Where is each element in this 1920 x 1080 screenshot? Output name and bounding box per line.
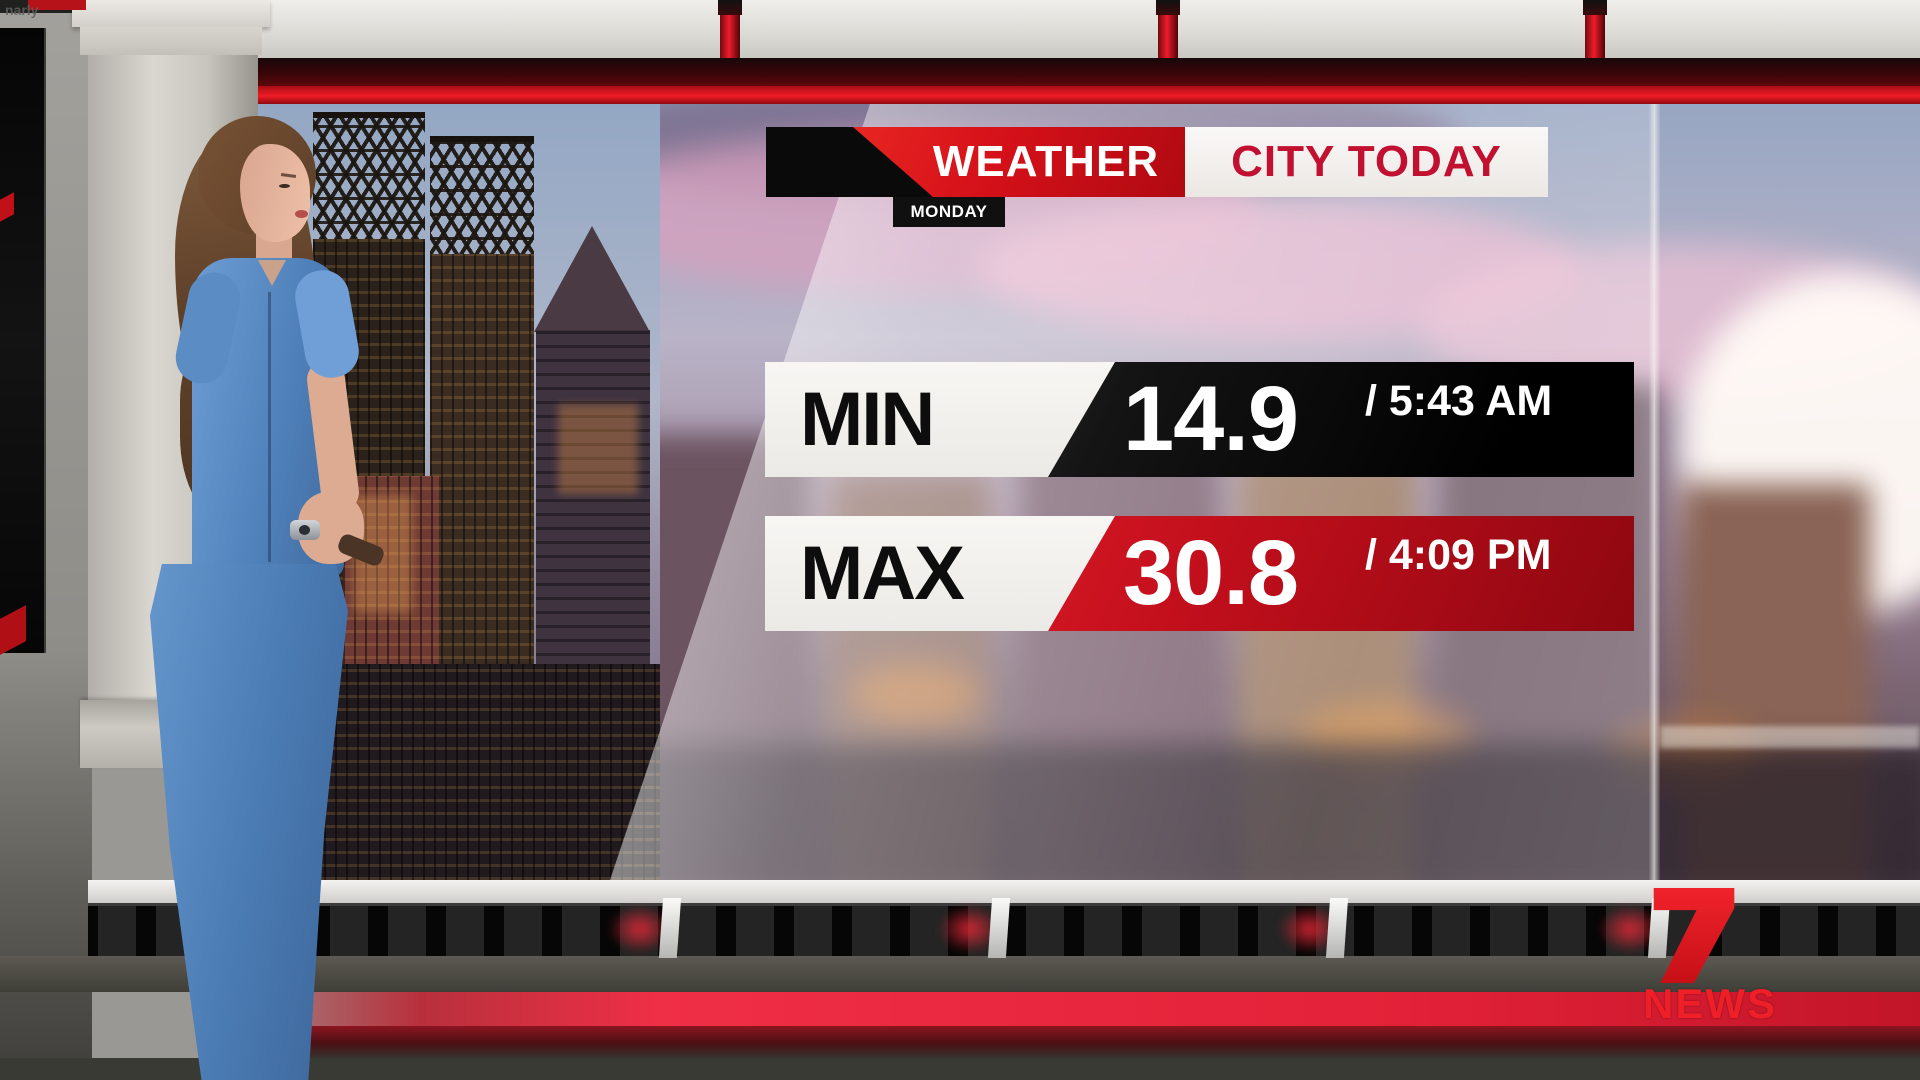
max-label-box bbox=[765, 516, 1117, 631]
ceiling-red-accent bbox=[28, 0, 86, 10]
presenter-watch bbox=[290, 520, 320, 540]
max-label: MAX bbox=[800, 531, 965, 616]
min-label: MIN bbox=[800, 377, 935, 462]
presenter-neckline bbox=[258, 260, 286, 286]
studio-side-monitor bbox=[0, 28, 46, 653]
weather-banner: WEATHER CITY TODAY bbox=[766, 127, 1548, 197]
tower-lattice-crown bbox=[313, 112, 425, 248]
watermark-text: narly bbox=[5, 2, 39, 18]
tower-lit-band bbox=[558, 404, 638, 494]
min-value: 14.9 bbox=[1123, 368, 1299, 470]
max-time: / 4:09 PM bbox=[1365, 531, 1552, 579]
pillar-capital-step bbox=[80, 27, 262, 55]
floor-white-strip bbox=[88, 880, 1920, 903]
max-reading-row: MAX 30.8 / 4:09 PM bbox=[765, 516, 1634, 631]
wall-bezel bbox=[1649, 104, 1660, 880]
banner-title: WEATHER bbox=[916, 127, 1176, 197]
day-tag-text: MONDAY bbox=[910, 202, 988, 221]
min-label-box bbox=[765, 362, 1117, 477]
wall-top-red-stripe bbox=[258, 86, 1920, 104]
max-value: 30.8 bbox=[1123, 522, 1299, 624]
max-value-box bbox=[1048, 516, 1634, 631]
sharp-skyline bbox=[258, 104, 660, 880]
floor-bottom-edge bbox=[0, 1058, 1920, 1080]
floor-red-stripe bbox=[200, 992, 1920, 1026]
presenter-zip-seam bbox=[268, 292, 271, 562]
floor-red-stripe-fade bbox=[200, 1026, 1920, 1058]
studio-ceiling bbox=[258, 0, 1920, 61]
presenter-lips bbox=[295, 210, 308, 218]
banner-location-box: CITY TODAY bbox=[1185, 127, 1548, 197]
day-tag: MONDAY bbox=[893, 197, 1005, 227]
light-rod bbox=[1156, 0, 1180, 58]
news-wordmark: NEWS bbox=[1643, 980, 1777, 1027]
min-value-box bbox=[1048, 362, 1634, 477]
light-rod bbox=[718, 0, 742, 58]
min-time: / 5:43 AM bbox=[1365, 377, 1553, 425]
presenter-eye bbox=[279, 184, 290, 188]
light-rod bbox=[1583, 0, 1607, 58]
presenter-face bbox=[240, 144, 310, 242]
wall-top-dark-band bbox=[258, 58, 1920, 86]
pillar-capital bbox=[72, 0, 270, 27]
banner-location-text: CITY TODAY bbox=[1231, 137, 1502, 186]
video-wall bbox=[258, 104, 1920, 880]
pointed-tower-top bbox=[534, 226, 650, 332]
floor-mid-strip bbox=[0, 956, 1920, 992]
tower-lattice-crown bbox=[430, 136, 534, 264]
banner-title-text: WEATHER bbox=[932, 137, 1160, 186]
wall-right-shelf-line bbox=[1660, 726, 1920, 748]
min-reading-row: MIN 14.9 / 5:43 AM bbox=[765, 362, 1634, 477]
